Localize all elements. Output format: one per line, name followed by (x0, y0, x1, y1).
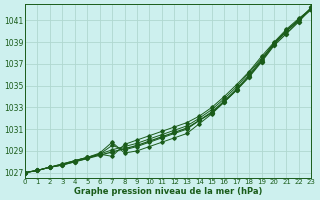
X-axis label: Graphe pression niveau de la mer (hPa): Graphe pression niveau de la mer (hPa) (74, 187, 262, 196)
